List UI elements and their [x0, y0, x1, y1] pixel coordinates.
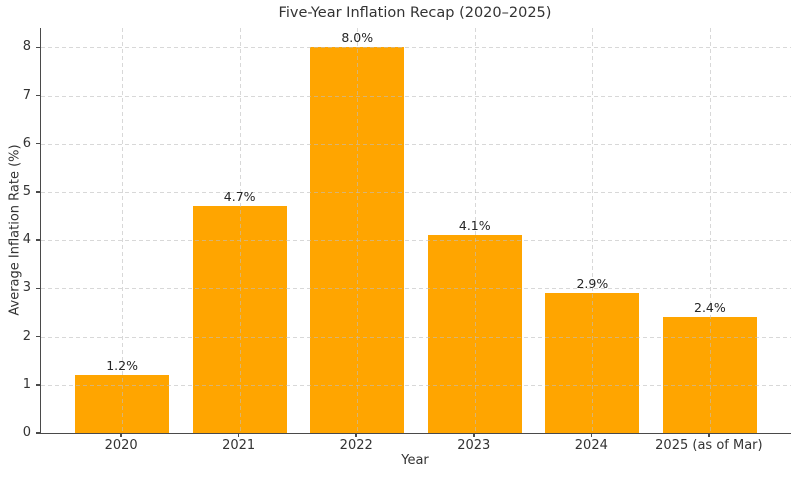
bar-2023	[427, 235, 522, 433]
x-tick-label: 2021	[222, 438, 256, 453]
y-gridline	[41, 191, 791, 193]
bar-value-label: 4.1%	[458, 218, 491, 234]
y-tick-mark	[36, 46, 40, 49]
x-tick-mark	[473, 433, 475, 437]
y-gridline	[41, 47, 791, 49]
y-gridline	[41, 240, 791, 242]
bar-value-label: 4.7%	[223, 189, 256, 205]
y-tick-mark	[36, 287, 40, 290]
x-tick-mark	[355, 433, 357, 437]
bar-value-label: 1.2%	[106, 358, 138, 374]
y-tick-mark	[36, 384, 40, 386]
y-tick-mark	[36, 94, 40, 97]
y-tick-mark	[36, 191, 40, 193]
y-tick-mark	[36, 335, 40, 338]
y-tick-label: 4	[22, 232, 31, 248]
y-tick-mark	[36, 239, 40, 241]
bar-2024	[545, 293, 640, 433]
bar-2025 (as of Mar)	[662, 317, 757, 433]
y-tick-label: 5	[22, 183, 31, 199]
y-gridline	[41, 95, 791, 97]
plot-area: 1.2% 4.7% 8.0% 4.1% 2.9% 2.4%	[40, 28, 791, 434]
y-tick-label: 3	[22, 280, 31, 296]
y-tick-mark	[36, 432, 40, 434]
x-tick-mark	[708, 433, 710, 437]
bar-value-label: 2.4%	[693, 300, 726, 316]
y-tick-mark	[36, 142, 40, 145]
bar-2021	[192, 206, 287, 433]
y-tick-label: 0	[22, 425, 31, 440]
bar-value-label: 8.0%	[341, 30, 374, 46]
y-tick-label: 7	[22, 87, 31, 103]
y-tick-label: 1	[22, 376, 31, 392]
y-tick-label: 6	[22, 135, 31, 151]
x-tick-mark	[120, 433, 122, 437]
x-tick-label: 2023	[457, 438, 491, 453]
x-tick-label: 2020	[104, 438, 138, 453]
x-tick-label: 2025 (as of Mar)	[655, 438, 763, 453]
x-tick-mark	[590, 433, 593, 437]
y-tick-label: 8	[22, 39, 31, 55]
bar-2022	[310, 47, 405, 433]
y-gridline	[41, 288, 791, 290]
x-tick-mark	[237, 433, 240, 437]
x-tick-label: 2024	[574, 438, 608, 453]
y-tick-label: 2	[22, 328, 31, 344]
y-gridline	[41, 143, 791, 145]
chart-title: Five-Year Inflation Recap (2020–2025)	[278, 5, 552, 21]
x-axis-label: Year	[401, 453, 429, 468]
x-tick-label: 2022	[339, 438, 373, 453]
bar-2020	[75, 375, 170, 433]
bar-value-label: 2.9%	[576, 276, 609, 292]
